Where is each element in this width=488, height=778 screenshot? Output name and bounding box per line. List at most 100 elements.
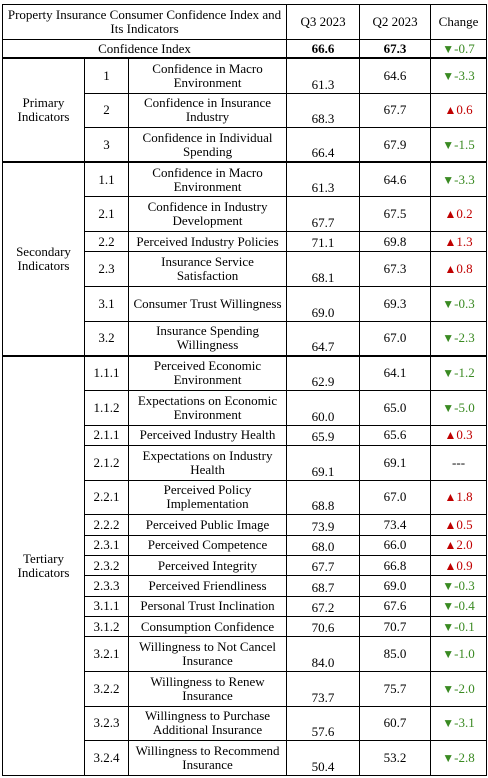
change-value: -2.8: [454, 750, 475, 766]
change-value: 1.8: [456, 489, 473, 505]
confidence-index-q3: 66.6: [286, 38, 361, 59]
table-row: 2.2 Perceived Industry Policies 71.1 69.8 ▲1…: [3, 231, 488, 253]
change-value: -0.1: [454, 618, 475, 634]
confidence-index-row: Confidence Index 66.6 67.3 ▼-0.7: [1, 38, 488, 59]
indicator-label: Willingness to Renew Insurance: [127, 670, 288, 707]
up-triangle-icon: ▲: [444, 262, 457, 277]
value-q2: 75.7: [359, 670, 432, 707]
up-triangle-icon: ▲: [444, 517, 457, 532]
value-q2: 67.5: [359, 196, 432, 233]
value-q2: 64.1: [359, 354, 432, 391]
change-value: -3.1: [454, 715, 475, 731]
table-row: Secondary Indicators 1.1 Confidence in Mac…: [2, 161, 488, 357]
indicator-label: Perceived Friendliness: [127, 575, 288, 597]
change-value: -1.0: [454, 646, 475, 662]
value-change: ▼-0.4: [430, 595, 488, 617]
value-q3: 68.8: [286, 479, 361, 516]
value-change: ▼-3.3: [430, 161, 488, 198]
value-change: ▲1.8: [430, 479, 488, 516]
value-q3: 61.3: [286, 161, 361, 198]
value-q3: 73.7: [286, 670, 361, 707]
value-q2: 69.1: [359, 444, 432, 481]
value-q3: 68.7: [286, 575, 361, 597]
change-value: -0.7: [454, 40, 475, 56]
value-q3: 67.7: [286, 554, 361, 577]
indicator-code: 2.1: [84, 196, 129, 233]
value-q3: 69.1: [286, 444, 361, 481]
change-value: -1.2: [454, 365, 475, 381]
indicator-label: Perceived Economic Environment: [127, 354, 288, 391]
indicator-label: Insurance Spending Willingness: [127, 320, 288, 357]
table-row: 2.1.1 Perceived Industry Health 65.9 65.6 ▲0…: [3, 424, 488, 446]
value-q3: 50.4: [286, 740, 361, 776]
indicator-code: 2.3.1: [84, 534, 129, 556]
value-change: ▼-3.1: [430, 705, 488, 742]
value-q2: 69.0: [359, 575, 432, 597]
down-triangle-icon: ▼: [442, 296, 455, 311]
indicator-code: 1: [84, 57, 129, 94]
indicator-code: 1.1.2: [84, 389, 129, 426]
table-row: 2.3.3 Perceived Friendliness 68.7 69.0 ▼-0.3: [3, 575, 488, 597]
table-row: 2.1.2 Expectations on Industry Health 69.1…: [3, 444, 488, 481]
table-row: 3.2.4 Willingness to Recommend Insurance 5…: [3, 740, 488, 776]
indicator-label: Expectations on Industry Health: [127, 444, 288, 481]
table-row: 3.2.3 Willingness to Purchase Additional …: [3, 705, 488, 742]
indicator-code: 3.2.1: [84, 636, 129, 672]
table-row: 1.1.2 Expectations on Economic Environmen…: [3, 389, 488, 426]
value-q2: 66.8: [359, 554, 432, 577]
value-q2: 66.0: [359, 534, 432, 556]
indicator-label: Willingness to Purchase Additional Insur…: [127, 705, 288, 742]
value-q3: 68.3: [286, 92, 361, 129]
column-header-q3: Q3 2023: [286, 4, 361, 40]
change-value: -5.0: [454, 399, 475, 415]
indicator-code: 3.2.2: [84, 670, 129, 707]
value-q3: 73.9: [286, 514, 361, 536]
indicator-label: Perceived Industry Policies: [127, 231, 288, 253]
value-q2: 73.4: [359, 514, 432, 536]
value-q2: 65.6: [359, 424, 432, 446]
indicator-label: Insurance Service Satisfaction: [127, 251, 288, 288]
down-triangle-icon: ▼: [442, 331, 455, 346]
indicator-code: 3.1.1: [84, 595, 129, 617]
indicator-code: 2.1.1: [84, 424, 129, 446]
value-q2: 85.0: [359, 636, 432, 672]
value-q2: 67.0: [359, 320, 432, 357]
value-q2: 70.7: [359, 615, 432, 638]
value-q3: 60.0: [286, 389, 361, 426]
confidence-index-label: Confidence Index: [1, 38, 288, 59]
group-label: Tertiary Indicators: [2, 354, 85, 776]
indicator-label: Confidence in Macro Environment: [127, 57, 288, 94]
change-value: 0.6: [456, 102, 473, 118]
indicator-code: 3.2.3: [84, 705, 129, 742]
value-change: ▼-0.1: [430, 615, 488, 638]
change-value: -3.3: [454, 171, 475, 187]
indicator-label: Perceived Industry Health: [127, 424, 288, 446]
change-value: -0.4: [454, 598, 475, 614]
table-row: 3.2.2 Willingness to Renew Insurance 73.7 7…: [3, 670, 488, 707]
indicator-code: 2.2: [84, 231, 129, 253]
down-triangle-icon: ▼: [442, 716, 455, 731]
down-triangle-icon: ▼: [442, 599, 455, 614]
indicator-code: 2.2.1: [84, 479, 129, 516]
up-triangle-icon: ▲: [444, 538, 457, 553]
confidence-index-table: Property Insurance Consumer Confidence I…: [1, 4, 488, 776]
down-triangle-icon: ▼: [442, 681, 455, 696]
value-change: ▼-2.8: [430, 740, 488, 776]
value-q3: 70.6: [286, 615, 361, 638]
value-q2: 67.6: [359, 595, 432, 617]
value-q3: 65.9: [286, 424, 361, 446]
table-row: 3.1 Consumer Trust Willingness 69.0 69.3 ▼-0…: [3, 286, 488, 322]
confidence-index-change: ▼-0.7: [430, 38, 488, 59]
table-row: 3.2.1 Willingness to Not Cancel Insurance…: [3, 636, 488, 672]
value-q3: 61.3: [286, 57, 361, 94]
value-change: ▼-5.0: [430, 389, 488, 426]
change-value: 0.8: [456, 261, 473, 277]
value-q2: 69.3: [359, 286, 432, 322]
value-q2: 64.6: [359, 161, 432, 198]
indicator-code: 3.1: [84, 286, 129, 322]
change-value: -0.3: [454, 295, 475, 311]
indicator-code: 1.1: [84, 161, 129, 198]
table-row: 2.2.1 Perceived Policy Implementation 68.8…: [3, 479, 488, 516]
table-row: 2.3 Insurance Service Satisfaction 68.1 67.…: [3, 251, 488, 288]
column-header-change: Change: [430, 4, 488, 40]
